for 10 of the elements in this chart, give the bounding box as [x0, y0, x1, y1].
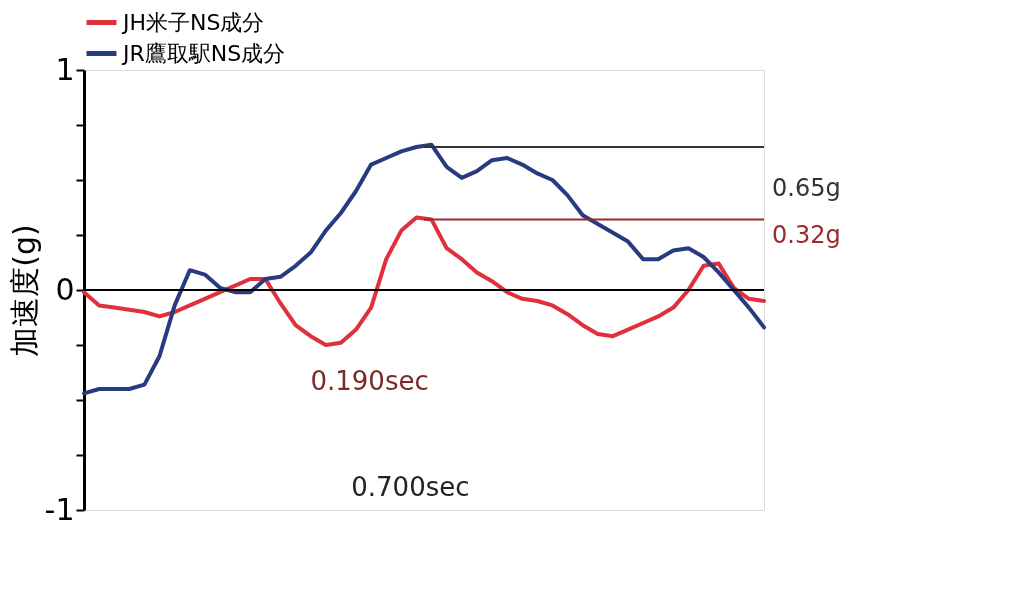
- annotation: 0.190sec: [310, 366, 429, 397]
- y-tick-label: 0: [55, 271, 75, 307]
- annotation: 0.700sec: [351, 472, 470, 502]
- y-axis-title: 加速度(g): [6, 224, 42, 357]
- ref-line-label: 0.65g: [772, 174, 841, 202]
- legend-label: JH米子NS成分: [121, 9, 265, 35]
- y-tick-label: -1: [44, 491, 75, 527]
- legend-label: JR鷹取駅NS成分: [121, 40, 286, 66]
- ref-line-label: 0.32g: [772, 220, 841, 249]
- y-tick-label: 1: [55, 51, 75, 87]
